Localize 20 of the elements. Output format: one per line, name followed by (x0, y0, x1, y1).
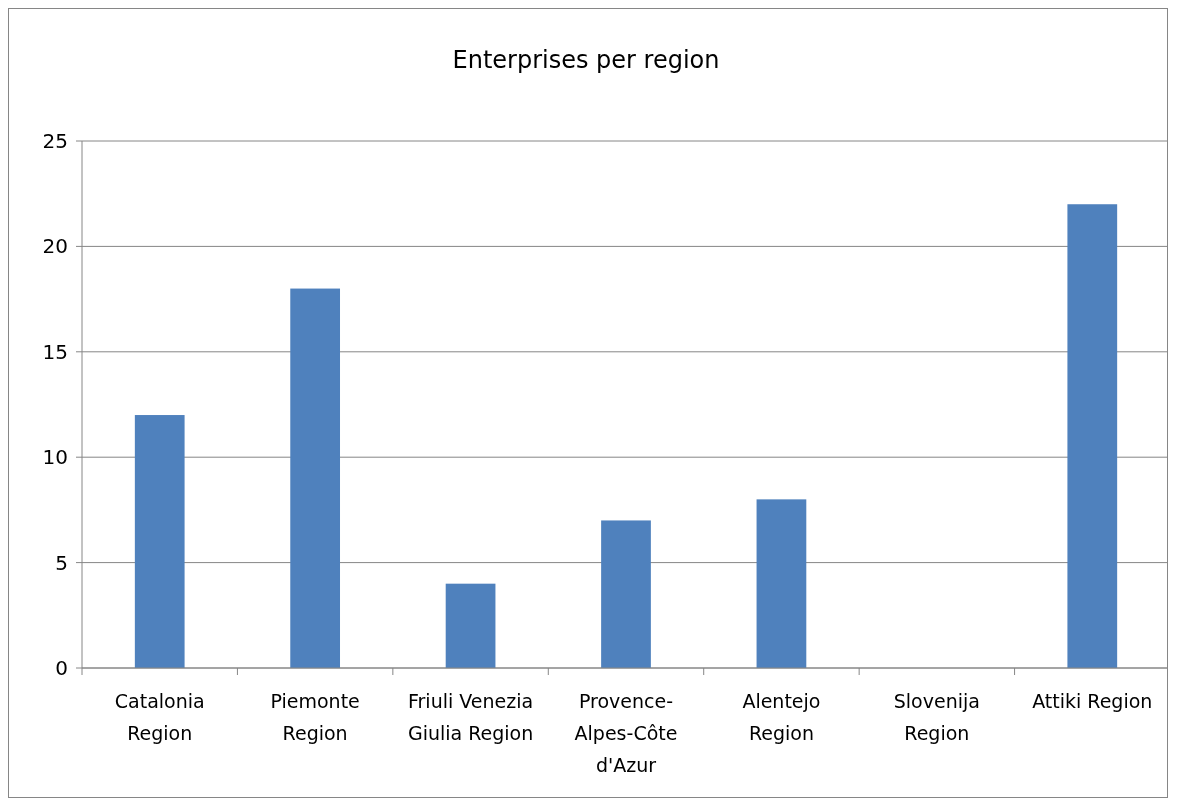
y-tick-label: 5 (55, 550, 68, 575)
x-tick-label: Alentejo Region (742, 690, 821, 744)
x-tick-label: Friuli Venezia Giulia Region (407, 690, 534, 744)
y-tick-label: 20 (42, 234, 68, 259)
x-tick-label: Attiki Region (1032, 690, 1153, 712)
bar (134, 415, 185, 668)
bar (756, 499, 807, 668)
y-tick-label: 10 (42, 445, 68, 470)
bar (601, 520, 651, 668)
bar (1067, 204, 1118, 668)
y-tick-label: 0 (55, 656, 68, 680)
bar (290, 288, 341, 668)
bar (445, 583, 496, 668)
x-tick-label: Piemonte Region (270, 690, 360, 744)
x-tick-label: Provence-Alpes-Côte d'Azur (574, 690, 678, 776)
y-tick-label: 25 (42, 129, 68, 153)
x-tick-label: Slovenija Region (893, 690, 980, 744)
chart-title: Enterprises per region (452, 46, 720, 74)
y-tick-label: 15 (42, 339, 68, 364)
x-tick-label: Catalonia Region (114, 690, 205, 744)
